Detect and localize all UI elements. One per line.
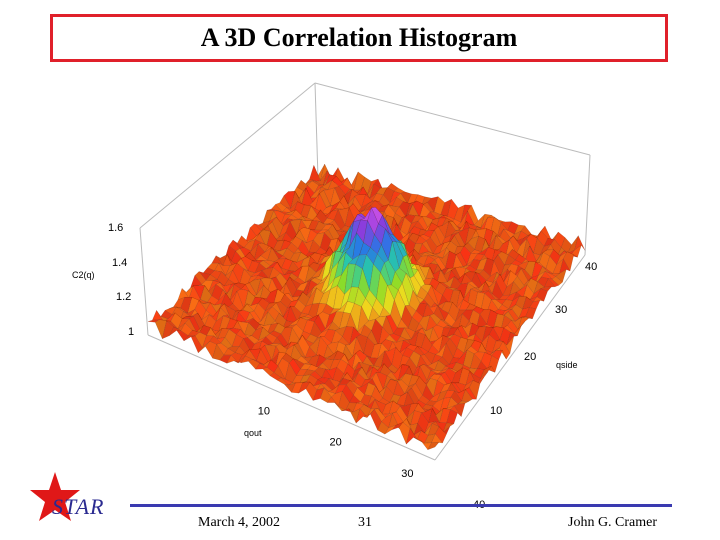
y-tick-label: 20 xyxy=(524,351,536,363)
footer-date: March 4, 2002 xyxy=(198,515,281,530)
star-logo-icon xyxy=(30,472,80,521)
z-tick-label: 1.2 xyxy=(116,291,131,303)
star-shape xyxy=(30,472,80,521)
y-axis-label: qside xyxy=(556,360,578,370)
box-edge xyxy=(314,82,591,156)
box-edge xyxy=(139,82,316,229)
footer-author: John G. Cramer xyxy=(568,515,658,530)
x-tick-label: 20 xyxy=(330,437,342,449)
box-edge xyxy=(147,334,436,461)
x-tick-label: 30 xyxy=(401,468,413,480)
y-tick-label: 40 xyxy=(585,261,597,273)
y-tick-label: 10 xyxy=(490,405,502,417)
surface-cell xyxy=(427,442,440,451)
z-tick-label: 1.4 xyxy=(112,257,127,269)
y-tick-label: 30 xyxy=(555,304,567,316)
footer-divider xyxy=(130,504,672,507)
box-edge xyxy=(434,254,586,461)
box-edge xyxy=(139,227,149,336)
slide-title: A 3D Correlation Histogram xyxy=(200,23,518,52)
z-axis-label: C2(q) xyxy=(72,270,95,280)
box-edge xyxy=(314,82,319,179)
z-tick-label: 1 xyxy=(128,326,134,338)
footer-page-number: 31 xyxy=(358,515,372,530)
logo-text: STAR xyxy=(52,494,105,519)
surface-mesh xyxy=(147,163,586,451)
z-tick-label: 1.6 xyxy=(108,222,123,234)
surface-cell xyxy=(309,164,321,182)
box-edge xyxy=(584,154,591,256)
x-axis-label: qout xyxy=(244,428,262,438)
axis-labels: 11.21.41.6C2(q)10203040qout10203040qside xyxy=(72,222,597,511)
title-box: A 3D Correlation Histogram xyxy=(50,14,668,62)
x-tick-label: 10 xyxy=(258,405,270,417)
bounding-box xyxy=(139,82,591,461)
